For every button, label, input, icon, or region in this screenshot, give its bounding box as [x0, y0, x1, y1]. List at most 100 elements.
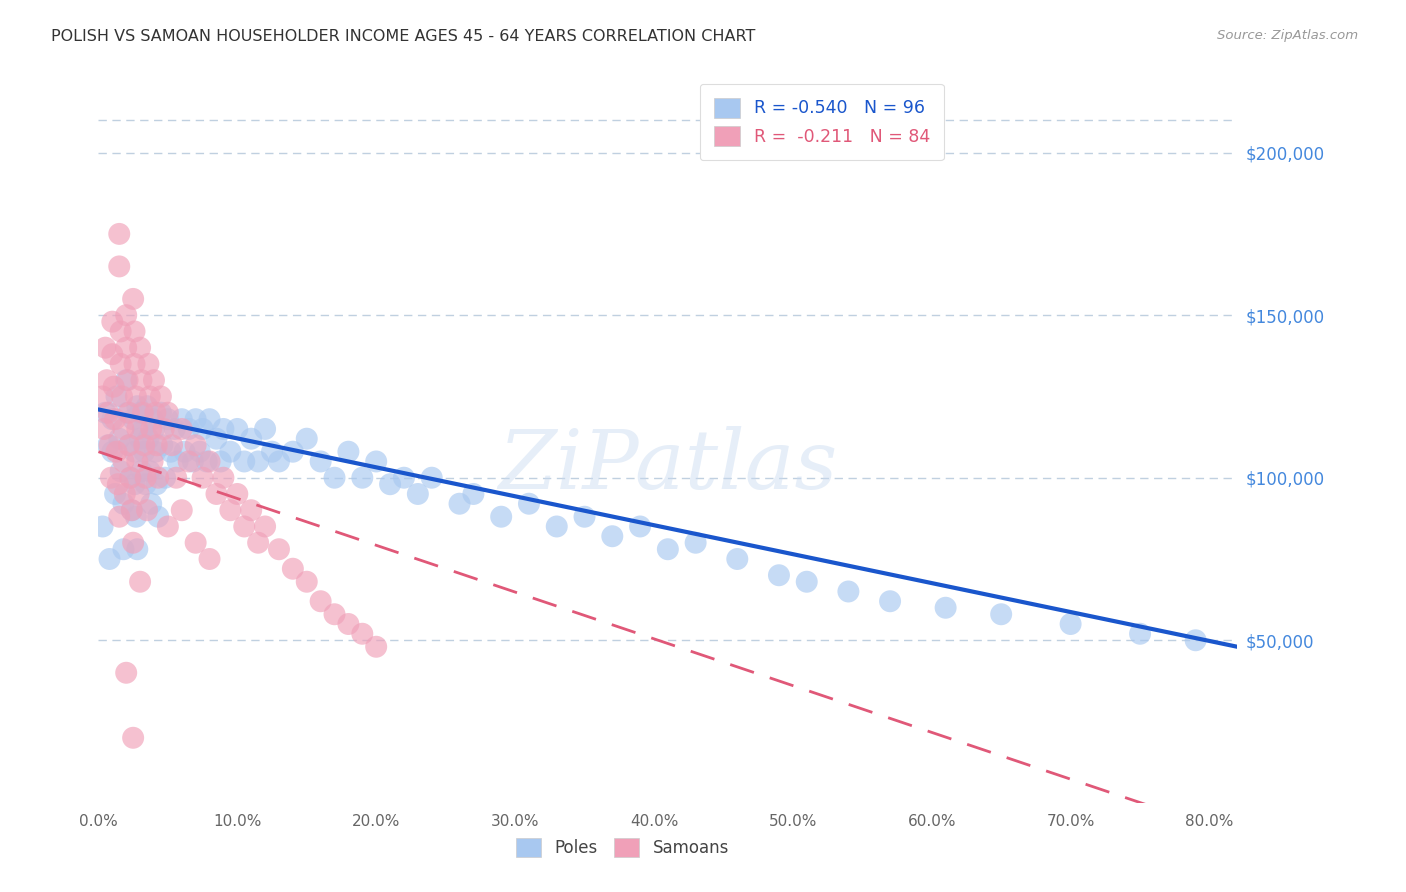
Point	[156, 406, 179, 420]
Point	[188, 444, 211, 458]
Point	[420, 471, 443, 485]
Point	[150, 438, 173, 452]
Point	[131, 373, 153, 387]
Point	[463, 487, 485, 501]
Point	[337, 617, 360, 632]
Point	[146, 509, 169, 524]
Point	[352, 471, 374, 485]
Point	[118, 438, 141, 452]
Point	[177, 422, 200, 436]
Point	[129, 341, 152, 355]
Point	[134, 438, 156, 452]
Point	[125, 389, 148, 403]
Point	[111, 389, 134, 403]
Point	[212, 471, 235, 485]
Point	[105, 389, 128, 403]
Point	[112, 497, 135, 511]
Point	[309, 454, 332, 468]
Point	[205, 432, 228, 446]
Point	[198, 412, 221, 426]
Point	[145, 438, 167, 452]
Point	[115, 665, 138, 680]
Point	[104, 412, 127, 426]
Point	[117, 373, 139, 387]
Point	[378, 477, 401, 491]
Point	[94, 406, 117, 420]
Point	[120, 471, 142, 485]
Point	[122, 412, 145, 426]
Point	[233, 519, 256, 533]
Point	[574, 509, 596, 524]
Point	[628, 519, 651, 533]
Point	[352, 626, 374, 640]
Point	[184, 412, 207, 426]
Point	[226, 422, 249, 436]
Point	[124, 357, 146, 371]
Point	[93, 422, 115, 436]
Point	[406, 487, 429, 501]
Point	[115, 308, 138, 322]
Point	[990, 607, 1012, 622]
Point	[1059, 617, 1081, 632]
Point	[122, 535, 145, 549]
Point	[110, 464, 132, 478]
Point	[104, 487, 127, 501]
Point	[141, 422, 163, 436]
Point	[159, 444, 181, 458]
Point	[184, 438, 207, 452]
Point	[103, 380, 125, 394]
Point	[517, 497, 540, 511]
Point	[112, 542, 135, 557]
Point	[129, 432, 152, 446]
Text: Source: ZipAtlas.com: Source: ZipAtlas.com	[1218, 29, 1358, 42]
Point	[121, 503, 143, 517]
Point	[98, 552, 121, 566]
Point	[108, 509, 131, 524]
Point	[796, 574, 818, 589]
Point	[198, 552, 221, 566]
Point	[489, 509, 512, 524]
Point	[935, 600, 957, 615]
Point	[309, 594, 332, 608]
Point	[117, 406, 139, 420]
Point	[209, 454, 232, 468]
Point	[600, 529, 623, 543]
Point	[142, 412, 165, 426]
Point	[121, 503, 143, 517]
Point	[101, 347, 124, 361]
Text: ZiPatlas: ZiPatlas	[498, 426, 838, 507]
Point	[143, 373, 166, 387]
Point	[136, 503, 159, 517]
Point	[120, 471, 142, 485]
Point	[184, 535, 207, 549]
Point	[118, 438, 141, 452]
Point	[131, 464, 153, 478]
Point	[124, 444, 146, 458]
Point	[153, 471, 176, 485]
Point	[226, 487, 249, 501]
Point	[127, 399, 149, 413]
Point	[281, 562, 304, 576]
Point	[337, 444, 360, 458]
Point	[392, 471, 415, 485]
Point	[366, 640, 388, 654]
Point	[247, 454, 270, 468]
Point	[879, 594, 901, 608]
Point	[177, 454, 200, 468]
Point	[173, 444, 195, 458]
Point	[128, 487, 150, 501]
Point	[132, 406, 155, 420]
Point	[139, 464, 162, 478]
Point	[139, 389, 162, 403]
Point	[97, 406, 120, 420]
Legend: Poles, Samoans: Poles, Samoans	[509, 831, 735, 864]
Point	[685, 535, 707, 549]
Point	[101, 315, 124, 329]
Point	[170, 503, 193, 517]
Point	[101, 412, 124, 426]
Point	[165, 471, 187, 485]
Point	[145, 477, 167, 491]
Point	[138, 357, 160, 371]
Point	[136, 399, 159, 413]
Point	[240, 503, 263, 517]
